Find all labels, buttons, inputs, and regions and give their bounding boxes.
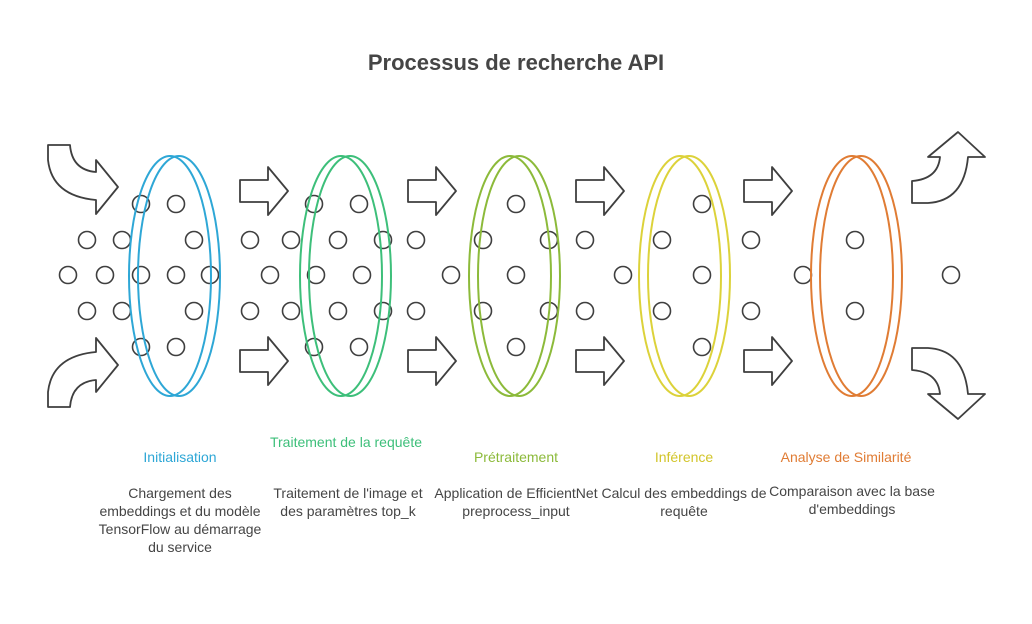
particle-dot (328, 230, 348, 250)
ring-inference (638, 155, 731, 397)
particle-dot (240, 301, 260, 321)
particle-dot (652, 301, 672, 321)
particle-dot (652, 230, 672, 250)
particle-dot (240, 230, 260, 250)
arrow-right-icon (575, 336, 625, 386)
particle-dot (349, 337, 369, 357)
particle-dot (692, 194, 712, 214)
curved-arrow-in-icon (47, 144, 119, 215)
particle-dot (506, 265, 526, 285)
ring-traitement (299, 155, 392, 397)
flow-arrows (47, 131, 986, 420)
ring-initialisation (128, 155, 221, 397)
particle-dot (184, 301, 204, 321)
particle-dot (328, 301, 348, 321)
particle-dot (506, 337, 526, 357)
arrow-right-icon (239, 166, 289, 216)
particle-dot (506, 194, 526, 214)
arrow-right-icon (239, 336, 289, 386)
ring-pretraitement (468, 155, 561, 397)
particle-dot (575, 301, 595, 321)
particle-dot (306, 265, 326, 285)
stage-desc-inference: Calcul des embeddings de requête (601, 485, 767, 519)
particle-dot (58, 265, 78, 285)
stage-label-traitement: Traitement de la requête (269, 434, 422, 450)
particle-dot (112, 230, 132, 250)
particle-dot (131, 265, 151, 285)
particle-dot (473, 230, 493, 250)
particle-dot (845, 230, 865, 250)
particle-dot (692, 265, 712, 285)
curved-arrow-out-icon (911, 347, 986, 420)
stage-label-inference: Inférence (654, 449, 714, 465)
particle-dot (166, 194, 186, 214)
page-title: Processus de recherche API (367, 50, 665, 75)
particle-dot (741, 230, 761, 250)
particle-dot (692, 337, 712, 357)
stage-label-initialisation: Initialisation (143, 449, 217, 465)
stage-rings (128, 155, 903, 397)
particle-dot (373, 301, 393, 321)
particle-dot (260, 265, 280, 285)
particle-dot (793, 265, 813, 285)
stage-label-analyse: Analyse de Similarité (780, 449, 912, 465)
particle-dot (95, 265, 115, 285)
particle-dot (281, 230, 301, 250)
particle-dot (352, 265, 372, 285)
stage-desc-initialisation: Chargement des embeddings et du modèle T… (98, 485, 262, 555)
particle-dot (406, 230, 426, 250)
particle-dot (166, 337, 186, 357)
stage-desc-pretraitement: Application de EfficientNet preprocess_i… (434, 485, 598, 519)
curved-arrow-in-icon (47, 337, 119, 408)
arrow-right-icon (407, 336, 457, 386)
particle-dot (349, 194, 369, 214)
particle-dot (613, 265, 633, 285)
particle-dot (77, 230, 97, 250)
particle-dot (281, 301, 301, 321)
arrow-right-icon (575, 166, 625, 216)
stage-label-pretraitement: Prétraitement (473, 449, 559, 465)
stage-desc-analyse: Comparaison avec la base d'embeddings (769, 483, 935, 517)
particle-dot (166, 265, 186, 285)
stage-desc-traitement: Traitement de l'image et des paramètres … (273, 485, 423, 519)
curved-arrow-out-icon (911, 131, 986, 204)
arrow-right-icon (743, 336, 793, 386)
arrow-right-icon (743, 166, 793, 216)
particle-dot (845, 301, 865, 321)
particle-dot (112, 301, 132, 321)
ring-analyse (810, 155, 903, 397)
particle-dot (441, 265, 461, 285)
particle-dot (941, 265, 961, 285)
particle-dot (77, 301, 97, 321)
particle-dot (406, 301, 426, 321)
particle-dot (741, 301, 761, 321)
particle-dot (575, 230, 595, 250)
particle-dot (184, 230, 204, 250)
arrow-right-icon (407, 166, 457, 216)
particle-dot (473, 301, 493, 321)
